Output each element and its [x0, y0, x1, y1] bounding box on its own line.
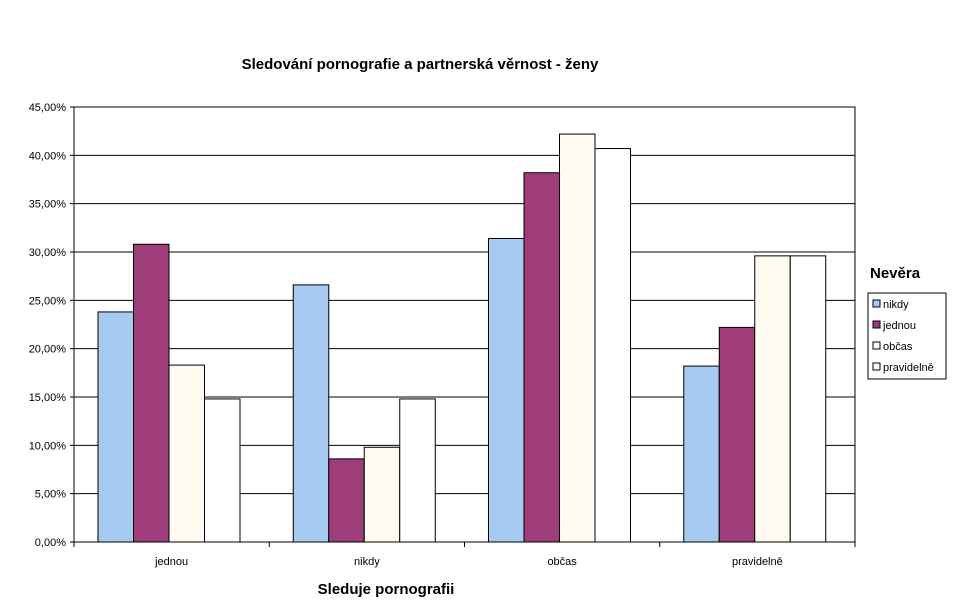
legend: nikdy jednou občas pravidelně — [867, 292, 947, 380]
chart-title: Sledování pornografie a partnerská věrno… — [242, 56, 599, 73]
bar — [594, 148, 631, 543]
y-tick-label: 20,00% — [29, 344, 67, 356]
y-tick-label: 35,00% — [29, 199, 67, 211]
bar — [488, 237, 525, 543]
bar — [789, 255, 827, 543]
x-tick-label: jednou — [154, 556, 188, 568]
bar — [399, 398, 436, 543]
x-axis-label: Sleduje pornografii — [318, 581, 455, 598]
x-tick-label: občas — [547, 556, 577, 568]
legend-label: pravidelně — [883, 362, 934, 374]
y-tick-label: 5,00% — [35, 489, 66, 501]
bar — [133, 243, 170, 543]
bar — [559, 133, 596, 543]
x-tick-label: pravidelně — [732, 556, 783, 568]
y-tick-label: 25,00% — [29, 295, 67, 307]
y-tick-label: 30,00% — [29, 247, 67, 259]
y-tick-label: 40,00% — [29, 150, 67, 162]
legend-label: jednou — [882, 320, 916, 332]
bars — [97, 133, 827, 543]
x-axis: jednou nikdy občas pravidelně — [73, 542, 856, 568]
bar — [204, 398, 241, 543]
legend-label: občas — [883, 341, 913, 353]
y-tick-label: 15,00% — [29, 392, 67, 404]
x-tick-label: nikdy — [354, 556, 380, 568]
y-axis: 0,00% 5,00% 10,00% 15,00% 20,00% 25,00% 30,00%… — [29, 102, 74, 549]
y-tick-label: 0,00% — [35, 537, 66, 549]
bar — [168, 364, 205, 543]
bar — [754, 255, 791, 543]
legend-swatch — [872, 320, 881, 329]
bar — [718, 326, 756, 543]
legend-swatch — [872, 341, 881, 350]
legend-title: Nevěra — [870, 265, 921, 282]
bar — [328, 458, 365, 543]
bar — [97, 311, 134, 543]
legend-label: nikdy — [883, 299, 909, 311]
legend-box — [867, 292, 947, 380]
legend-swatch — [872, 362, 881, 371]
y-tick-label: 10,00% — [29, 440, 67, 452]
bar — [292, 284, 330, 543]
bar — [683, 365, 720, 543]
bar — [523, 172, 560, 543]
bar — [363, 446, 401, 543]
y-tick-label: 45,00% — [29, 102, 67, 114]
legend-swatch — [872, 299, 881, 308]
